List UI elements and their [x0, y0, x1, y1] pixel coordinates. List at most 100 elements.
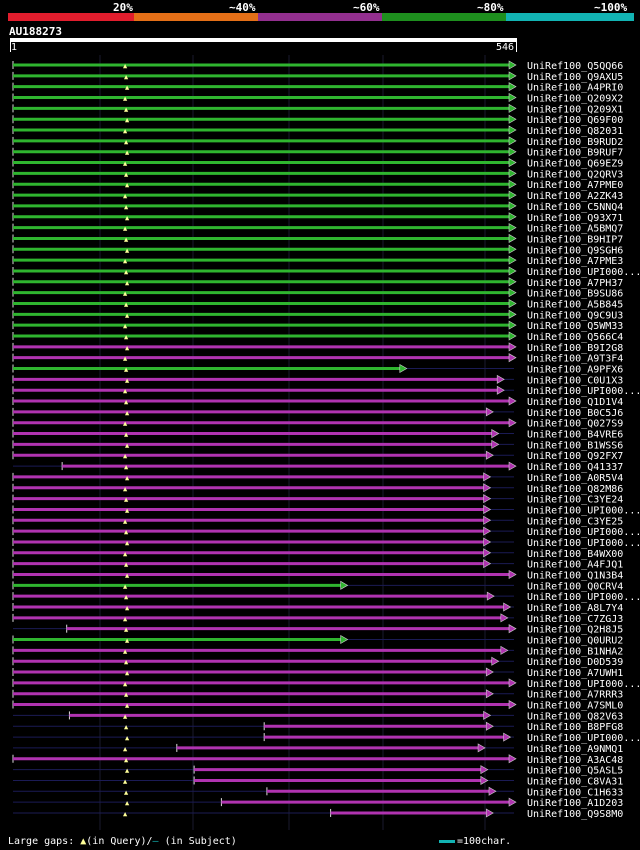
hit-label[interactable]: UniRef100_A9T3F4 [527, 354, 623, 365]
gap-legend-prefix: Large gaps: [8, 836, 81, 847]
arrow-right-icon [500, 613, 509, 623]
hit-label[interactable]: UniRef100_UPI000... [527, 267, 640, 278]
arrow-right-icon [508, 255, 517, 265]
arrow-right-icon [508, 147, 517, 157]
triangle-up-icon: ▲ [125, 506, 130, 514]
arrow-right-icon [491, 656, 500, 666]
hit-label[interactable]: UniRef100_A3AC48 [527, 755, 623, 766]
triangle-up-icon: ▲ [124, 105, 129, 113]
hit-label[interactable]: UniRef100_Q82M86 [527, 484, 623, 495]
hit-label[interactable]: UniRef100_A5BMQ7 [527, 224, 623, 235]
hit-label[interactable]: UniRef100_Q69F00 [527, 115, 623, 126]
arrow-right-icon [508, 331, 517, 341]
hit-label[interactable]: UniRef100_B4VRE6 [527, 430, 623, 441]
hit-label[interactable]: UniRef100_Q9SGH6 [527, 245, 623, 256]
hit-label[interactable]: UniRef100_UPI000... [527, 592, 640, 603]
triangle-up-icon: ▲ [124, 658, 129, 666]
hit-label[interactable]: UniRef100_A4PRI0 [527, 83, 623, 94]
hit-label[interactable]: UniRef100_B0C5J6 [527, 408, 623, 419]
arrow-right-icon [508, 754, 517, 764]
hit-label[interactable]: UniRef100_UPI000... [527, 527, 640, 538]
hit-label[interactable]: UniRef100_Q5QQ66 [527, 61, 623, 72]
hit-label[interactable]: UniRef100_A7UWH1 [527, 668, 623, 679]
hit-label[interactable]: UniRef100_B4WX00 [527, 549, 623, 560]
triangle-up-icon: ▲ [123, 777, 128, 785]
hit-label[interactable]: UniRef100_Q5WM33 [527, 321, 623, 332]
hit-label[interactable]: UniRef100_Q2QRV3 [527, 169, 623, 180]
hit-label[interactable]: UniRef100_Q566C4 [527, 332, 623, 343]
hit-label[interactable]: UniRef100_C3YE24 [527, 495, 623, 506]
triangle-up-icon: ▲ [124, 496, 129, 504]
hit-label[interactable]: UniRef100_UPI000... [527, 538, 640, 549]
hit-label[interactable]: UniRef100_Q9AXU5 [527, 72, 623, 83]
hit-label[interactable]: UniRef100_A2ZK43 [527, 191, 623, 202]
triangle-up-icon: ▲ [124, 756, 129, 764]
triangle-up-icon: ▲ [123, 712, 128, 720]
legend-band-orange [134, 13, 258, 21]
arrow-right-icon [508, 244, 517, 254]
hit-label[interactable]: UniRef100_A8L7Y4 [527, 603, 623, 614]
hit-label[interactable]: UniRef100_D0D539 [527, 657, 623, 668]
triangle-up-icon: ▲ [123, 517, 128, 525]
hit-label[interactable]: UniRef100_C7ZGJ3 [527, 614, 623, 625]
hit-label[interactable]: UniRef100_Q209X1 [527, 104, 623, 115]
hit-label[interactable]: UniRef100_UPI000... [527, 733, 640, 744]
triangle-up-icon: ▲ [124, 431, 129, 439]
hit-label[interactable]: UniRef100_A7PH37 [527, 278, 623, 289]
hit-label[interactable]: UniRef100_B9RUF7 [527, 148, 623, 159]
hit-label[interactable]: UniRef100_Q027S9 [527, 419, 623, 430]
arrow-right-icon [483, 494, 492, 504]
hit-label[interactable]: UniRef100_Q1D1V4 [527, 397, 623, 408]
hit-label[interactable]: UniRef100_A4FJQ1 [527, 560, 623, 571]
hit-label[interactable]: UniRef100_Q2H8J5 [527, 625, 623, 636]
hit-label[interactable]: UniRef100_B9HIP7 [527, 234, 623, 245]
arrow-right-icon [340, 635, 349, 645]
hit-label[interactable]: UniRef100_A7SML0 [527, 701, 623, 712]
hit-label[interactable]: UniRef100_Q5ASL5 [527, 766, 623, 777]
hit-label[interactable]: UniRef100_B9SU86 [527, 289, 623, 300]
hit-label[interactable]: UniRef100_Q0URU2 [527, 636, 623, 647]
hit-label[interactable]: UniRef100_C1H633 [527, 787, 623, 798]
hit-label[interactable]: UniRef100_A9PFX6 [527, 365, 623, 376]
hit-label[interactable]: UniRef100_Q69EZ9 [527, 159, 623, 170]
hit-label[interactable]: UniRef100_Q0CRV4 [527, 581, 623, 592]
arrow-right-icon [483, 548, 492, 558]
hit-label[interactable]: UniRef100_B1WSS6 [527, 440, 623, 451]
triangle-up-icon: ▲ [124, 723, 129, 731]
hit-label[interactable]: UniRef100_A9NMQ1 [527, 744, 623, 755]
triangle-up-icon: ▲ [124, 528, 129, 536]
triangle-up-icon: ▲ [124, 138, 129, 146]
hit-label[interactable]: UniRef100_A7PME3 [527, 256, 623, 267]
arrow-right-icon [508, 179, 517, 189]
hit-label[interactable]: UniRef100_UPI000... [527, 386, 640, 397]
hit-label[interactable]: UniRef100_A5B845 [527, 299, 623, 310]
hit-label[interactable]: UniRef100_UPI000... [527, 505, 640, 516]
hit-label[interactable]: UniRef100_Q92FX7 [527, 451, 623, 462]
hit-label[interactable]: UniRef100_A0R5V4 [527, 473, 623, 484]
hit-label[interactable]: UniRef100_C3YE25 [527, 516, 623, 527]
hit-label[interactable]: UniRef100_Q209X2 [527, 94, 623, 105]
legend-label-80: ~80% [477, 1, 504, 14]
hit-label[interactable]: UniRef100_A1D203 [527, 798, 623, 809]
hit-label[interactable]: UniRef100_Q82V63 [527, 711, 623, 722]
hit-label[interactable]: UniRef100_B8PFG8 [527, 722, 623, 733]
hit-label[interactable]: UniRef100_Q82031 [527, 126, 623, 137]
hit-label[interactable]: UniRef100_A7PME0 [527, 180, 623, 191]
hit-label[interactable]: UniRef100_Q1N3B4 [527, 570, 623, 581]
hit-label[interactable]: UniRef100_B9RUD2 [527, 137, 623, 148]
hit-label[interactable]: UniRef100_C8VA31 [527, 776, 623, 787]
hit-label[interactable]: UniRef100_A7RRR3 [527, 690, 623, 701]
triangle-up-icon: ▲ [124, 268, 129, 276]
hit-label[interactable]: UniRef100_C5NNQ4 [527, 202, 623, 213]
hit-label[interactable]: UniRef100_C0U1X3 [527, 375, 623, 386]
hit-label[interactable]: UniRef100_Q9S8M0 [527, 809, 623, 820]
hit-label[interactable]: UniRef100_Q9C9U3 [527, 310, 623, 321]
hit-label[interactable]: UniRef100_Q41337 [527, 462, 623, 473]
hit-label[interactable]: UniRef100_Q93X71 [527, 213, 623, 224]
legend-band-cyan [506, 13, 634, 21]
hit-label[interactable]: UniRef100_B9I2G8 [527, 343, 623, 354]
hit-label[interactable]: UniRef100_B1NHA2 [527, 646, 623, 657]
arrow-right-icon [508, 678, 517, 688]
hit-label[interactable]: UniRef100_UPI000... [527, 679, 640, 690]
